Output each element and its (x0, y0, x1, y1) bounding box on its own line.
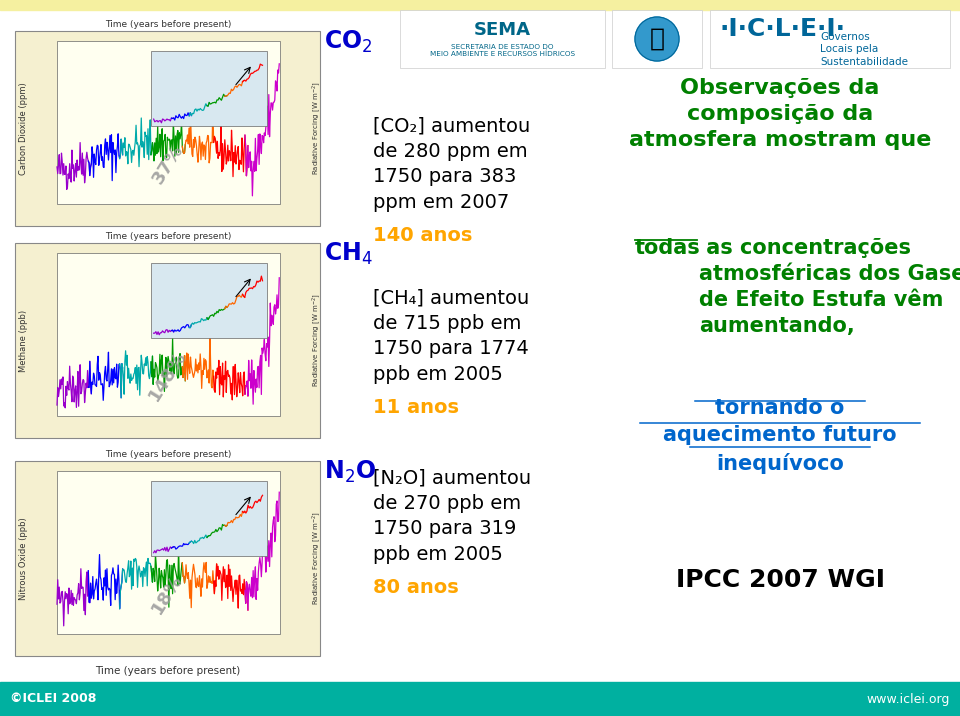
Text: www.iclei.org: www.iclei.org (867, 692, 950, 705)
Text: [N₂O] aumentou
de 270 ppb em
1750 para 319
ppb em 2005: [N₂O] aumentou de 270 ppb em 1750 para 3… (373, 468, 531, 564)
Text: CH$_4$: CH$_4$ (324, 241, 372, 267)
Bar (0, 682, 960, 716)
Text: SECRETARIA DE ESTADO DO
MEIO AMBIENTE E RECURSOS HÍDRICOS: SECRETARIA DE ESTADO DO MEIO AMBIENTE E … (430, 44, 575, 57)
Text: Time (years before present): Time (years before present) (106, 232, 231, 241)
Text: Radiative Forcing [W m$^{-2}$]: Radiative Forcing [W m$^{-2}$] (311, 82, 324, 175)
Bar (15, 243, 320, 438)
Text: Carbon Dioxide (ppm): Carbon Dioxide (ppm) (19, 82, 29, 175)
Text: Radiative Forcing [W m$^{-2}$]: Radiative Forcing [W m$^{-2}$] (311, 294, 324, 387)
Text: 18%: 18% (149, 571, 186, 616)
Text: todas: todas (635, 238, 701, 258)
Text: SEMA: SEMA (474, 21, 531, 39)
Text: [CH₄] aumentou
de 715 ppb em
1750 para 1774
ppb em 2005: [CH₄] aumentou de 715 ppb em 1750 para 1… (373, 288, 529, 384)
Bar (57, 471, 280, 634)
Text: ©ICLEI 2008: ©ICLEI 2008 (10, 692, 96, 705)
Bar (0, 0, 960, 10)
Bar (710, 10, 950, 68)
Text: 140 anos: 140 anos (373, 226, 472, 245)
Text: ·I·C·L·E·I·: ·I·C·L·E·I· (720, 16, 846, 41)
Text: N$_2$O: N$_2$O (324, 459, 376, 485)
Text: Nitrous Oxide (ppb): Nitrous Oxide (ppb) (19, 517, 29, 600)
Text: Governos
Locais pela
Sustentabilidade: Governos Locais pela Sustentabilidade (820, 32, 908, 67)
Text: as concentrações
atmosféricas dos Gases
de Efeito Estufa vêm
aumentando,: as concentrações atmosféricas dos Gases … (699, 238, 960, 337)
Text: Radiative Forcing [W m$^{-2}$]: Radiative Forcing [W m$^{-2}$] (311, 512, 324, 605)
Text: IPCC 2007 WGI: IPCC 2007 WGI (676, 568, 884, 592)
Bar (15, 31, 320, 226)
Circle shape (635, 17, 679, 61)
Text: 11 anos: 11 anos (373, 398, 459, 417)
Text: Time (years before present): Time (years before present) (106, 20, 231, 29)
Text: 80 anos: 80 anos (373, 578, 459, 597)
Bar (57, 41, 280, 204)
Bar (15, 461, 320, 656)
Text: Time (years before present): Time (years before present) (106, 450, 231, 459)
Text: 37%: 37% (149, 140, 186, 187)
Text: CO$_2$: CO$_2$ (324, 29, 372, 55)
Bar (151, 480, 267, 556)
Bar (612, 10, 702, 68)
Text: 🌍: 🌍 (650, 27, 664, 51)
Text: tornando o
aquecimento futuro
inequívoco: tornando o aquecimento futuro inequívoco (663, 398, 897, 474)
Text: Observações da
composição da
atmosfera mostram que: Observações da composição da atmosfera m… (629, 78, 931, 150)
Text: Time (years before present): Time (years before present) (95, 666, 240, 676)
Text: Methane (ppb): Methane (ppb) (19, 309, 29, 372)
Text: [CO₂] aumentou
de 280 ppm em
1750 para 383
ppm em 2007: [CO₂] aumentou de 280 ppm em 1750 para 3… (373, 116, 530, 212)
Bar (151, 263, 267, 338)
Bar (400, 10, 605, 68)
Text: 148%: 148% (145, 347, 190, 404)
Bar (151, 51, 267, 126)
Bar (57, 253, 280, 416)
